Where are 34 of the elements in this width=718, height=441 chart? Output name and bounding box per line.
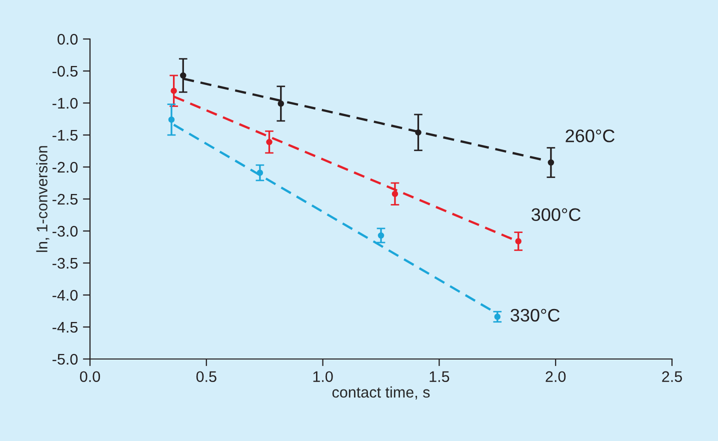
point <box>392 190 398 198</box>
series-label: 260°C <box>566 130 615 142</box>
point <box>266 138 272 146</box>
point <box>278 100 284 107</box>
point <box>180 72 186 79</box>
series-label: 330°C <box>510 308 560 322</box>
y-tick-label: -1.0 <box>52 98 78 109</box>
x-tick-label: 2.0 <box>546 371 566 382</box>
point <box>548 159 554 166</box>
point <box>515 238 522 244</box>
point <box>256 170 264 176</box>
y-axis-title: ln, 1-conversion <box>36 146 50 252</box>
point <box>170 88 177 94</box>
x-tick-label: 1.0 <box>313 371 333 382</box>
point <box>378 232 384 239</box>
y-tick-label: -5.0 <box>52 354 78 365</box>
x-axis-title: contact time, s <box>332 386 430 400</box>
y-tick-label: -2.5 <box>52 194 78 205</box>
y-tick-label: -1.5 <box>52 130 78 141</box>
series-label: 300°C <box>532 208 581 222</box>
y-tick-label: -2.0 <box>52 162 78 173</box>
y-tick-label: -3.0 <box>52 226 78 237</box>
y-tick-label: -3.5 <box>52 258 78 269</box>
y-tick-label: 0.0 <box>58 34 78 45</box>
y-tick-label: -4.0 <box>52 290 78 301</box>
x-tick-label: 1.5 <box>430 371 450 382</box>
point <box>415 129 422 136</box>
x-tick-label: 0.0 <box>80 371 100 382</box>
y-tick-label: -0.5 <box>52 66 78 77</box>
point <box>168 116 175 123</box>
point <box>494 314 501 320</box>
x-tick-label: 2.5 <box>662 371 682 382</box>
y-tick-label: -4.5 <box>52 322 78 333</box>
x-tick-label: 0.5 <box>196 371 216 382</box>
